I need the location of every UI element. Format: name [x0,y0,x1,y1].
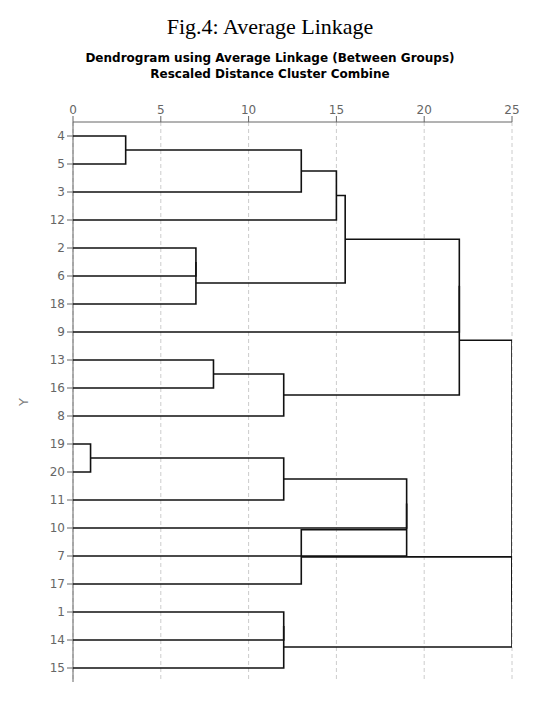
svg-text:20: 20 [50,465,65,479]
svg-text:16: 16 [50,381,65,395]
svg-text:10: 10 [50,521,65,535]
svg-text:3: 3 [57,185,65,199]
svg-text:2: 2 [57,241,65,255]
html-text:Rescaled Distance Cluster Comb: Rescaled Distance Cluster Combine [150,67,390,81]
svg-text:1: 1 [57,605,65,619]
svg-text:18: 18 [50,297,65,311]
svg-text:17: 17 [50,577,65,591]
svg-text:8: 8 [57,409,65,423]
svg-text:15: 15 [50,661,65,675]
svg-text:14: 14 [50,633,65,647]
html-text:Dendrogram using Average Linka: Dendrogram using Average Linkage (Betwee… [85,51,455,65]
svg-text:7: 7 [57,549,65,563]
html-text:Fig.4: Average Linkage: Fig.4: Average Linkage [166,14,374,39]
svg-text:12: 12 [50,213,65,227]
svg-text:4: 4 [57,129,65,143]
svg-text:Y: Y [16,398,31,407]
svg-text:0: 0 [69,103,77,117]
svg-text:15: 15 [329,103,344,117]
svg-text:20: 20 [417,103,432,117]
svg-text:25: 25 [504,103,519,117]
svg-text:5: 5 [157,103,165,117]
svg-text:6: 6 [57,269,65,283]
svg-text:13: 13 [50,353,65,367]
svg-text:11: 11 [50,493,65,507]
svg-text:5: 5 [57,157,65,171]
svg-text:10: 10 [241,103,256,117]
svg-text:9: 9 [57,325,65,339]
svg-text:19: 19 [50,437,65,451]
